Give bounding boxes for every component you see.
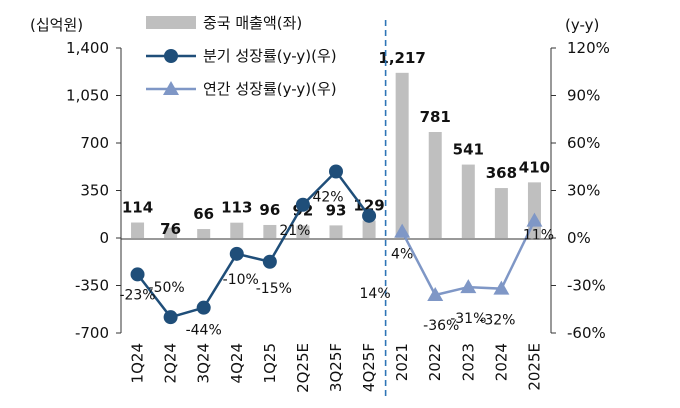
left-tick-label: 1,050	[66, 87, 109, 105]
quarterly-growth-label: 14%	[360, 286, 391, 302]
category-label: 3Q24	[195, 343, 213, 383]
category-label: 2Q24	[162, 343, 180, 383]
sales-bar-label: 93	[326, 201, 347, 219]
sales-bar-label: 368	[486, 164, 517, 182]
quarterly-growth-marker	[362, 208, 377, 223]
sales-bar	[164, 227, 178, 238]
category-label: 2021	[393, 343, 411, 381]
right-tick-label: 60%	[567, 134, 600, 152]
left-tick-label: -350	[75, 277, 109, 295]
annual-growth-series	[394, 212, 543, 301]
quarterly-growth-marker	[262, 254, 277, 269]
annual-growth-marker	[493, 280, 510, 295]
annual-growth-label: -32%	[479, 313, 515, 329]
left-tick-label: 700	[80, 134, 109, 152]
sales-bar	[395, 72, 409, 238]
quarterly-growth-label: -10%	[223, 272, 259, 288]
category-label: 2022	[426, 343, 444, 381]
sales-bars	[131, 72, 541, 238]
annual-growth-label: -31%	[450, 311, 486, 327]
sales-bar	[230, 222, 244, 238]
sales-bar	[362, 220, 376, 238]
right-axis-unit-label: (y-y)	[565, 16, 599, 34]
sales-bar-label: 541	[453, 141, 484, 159]
right-tick-label: -60%	[567, 324, 606, 342]
left-axis-unit: (십억원)	[30, 16, 83, 34]
right-tick-label: 120%	[567, 39, 610, 57]
annual-growth-marker	[460, 279, 477, 294]
category-label: 3Q25F	[327, 343, 345, 392]
sales-bar	[428, 132, 442, 238]
legend-bar-swatch	[146, 16, 196, 29]
category-label: 1Q24	[129, 343, 147, 383]
right-axis-ticks: 120% 90% 60% 30% 0% -30% -60%	[551, 39, 610, 342]
quarterly-growth-marker	[229, 246, 244, 261]
growth-labels: -23%-50% -44% -10%-15% 21% 42% 14% 4% -36%-31%-…	[119, 190, 554, 339]
sales-bar-label: 66	[193, 205, 214, 223]
sales-bar-label: 96	[259, 201, 280, 219]
sales-bar-label: 76	[160, 220, 181, 238]
quarterly-growth-marker	[196, 300, 211, 315]
right-tick-label: 30%	[567, 182, 600, 200]
left-axis-ticks: 1,400 1,050 700 350 0 -350 -700	[66, 39, 121, 342]
sales-bar	[296, 225, 310, 238]
category-labels: 1Q24 2Q24 3Q24 4Q24 1Q25 2Q25E 3Q25F 4Q25F 2021 2…	[129, 343, 544, 393]
annual-growth-label: 11%	[523, 228, 554, 244]
quarterly-growth-label: -15%	[256, 281, 292, 297]
quarterly-growth-marker	[130, 267, 145, 282]
annual-growth-marker	[427, 287, 444, 301]
left-tick-label: 0	[99, 229, 109, 247]
left-tick-label: 350	[80, 182, 109, 200]
quarterly-growth-label: -23%	[119, 287, 155, 303]
sales-bar-label: 114	[122, 199, 153, 217]
sales-bar-label: 1,217	[378, 49, 425, 67]
sales-bar-label: 410	[519, 158, 550, 176]
category-label: 2024	[492, 343, 510, 381]
annual-growth-label: -36%	[423, 318, 459, 334]
quarterly-growth-label: -50%	[149, 280, 185, 296]
quarterly-growth-label: -44%	[186, 323, 222, 339]
right-axis-unit: (y-y)	[565, 16, 599, 34]
annual-growth-marker	[526, 212, 543, 227]
category-label: 4Q25F	[360, 343, 378, 392]
category-label: 2025E	[525, 343, 543, 391]
quarterly-growth-label: 42%	[312, 190, 343, 206]
quarterly-growth-label: 21%	[279, 223, 310, 239]
legend-annual-marker	[163, 81, 179, 95]
left-tick-label: -700	[75, 324, 109, 342]
right-tick-label: 90%	[567, 87, 600, 105]
legend-quarterly-label: 분기 성장률(y-y)(우)	[203, 47, 337, 65]
quarterly-growth-series	[130, 164, 377, 325]
legend-bar-label: 중국 매출액(좌)	[203, 14, 302, 32]
sales-bar	[494, 188, 508, 238]
sales-bar	[461, 164, 475, 238]
left-tick-label: 1,400	[66, 39, 109, 57]
category-label: 2023	[459, 343, 477, 381]
left-axis-unit-label: (십억원)	[30, 16, 83, 34]
sales-bar	[263, 224, 277, 238]
legend-quarterly-marker	[164, 49, 178, 63]
annual-growth-marker	[394, 223, 411, 238]
quarterly-growth-marker	[329, 164, 343, 179]
sales-bar-label: 781	[420, 108, 451, 126]
category-label: 2Q25E	[294, 343, 312, 393]
sales-bar	[197, 229, 211, 238]
legend-annual-label: 연간 성장률(y-y)(우)	[203, 80, 337, 98]
quarterly-growth-marker	[295, 197, 310, 212]
right-tick-label: 0%	[567, 229, 591, 247]
sales-bar-label: 129	[353, 196, 384, 214]
legend: 중국 매출액(좌) 분기 성장률(y-y)(우) 연간 성장률(y-y)(우)	[146, 14, 337, 98]
right-tick-label: -30%	[567, 277, 606, 295]
sales-bar-label: 113	[221, 199, 252, 217]
sales-bar	[131, 222, 145, 238]
category-label: 1Q25	[261, 343, 279, 383]
quarterly-growth-marker	[163, 310, 178, 325]
category-label: 4Q24	[228, 343, 246, 383]
annual-growth-label: 4%	[391, 247, 413, 263]
sales-bar	[329, 225, 343, 238]
